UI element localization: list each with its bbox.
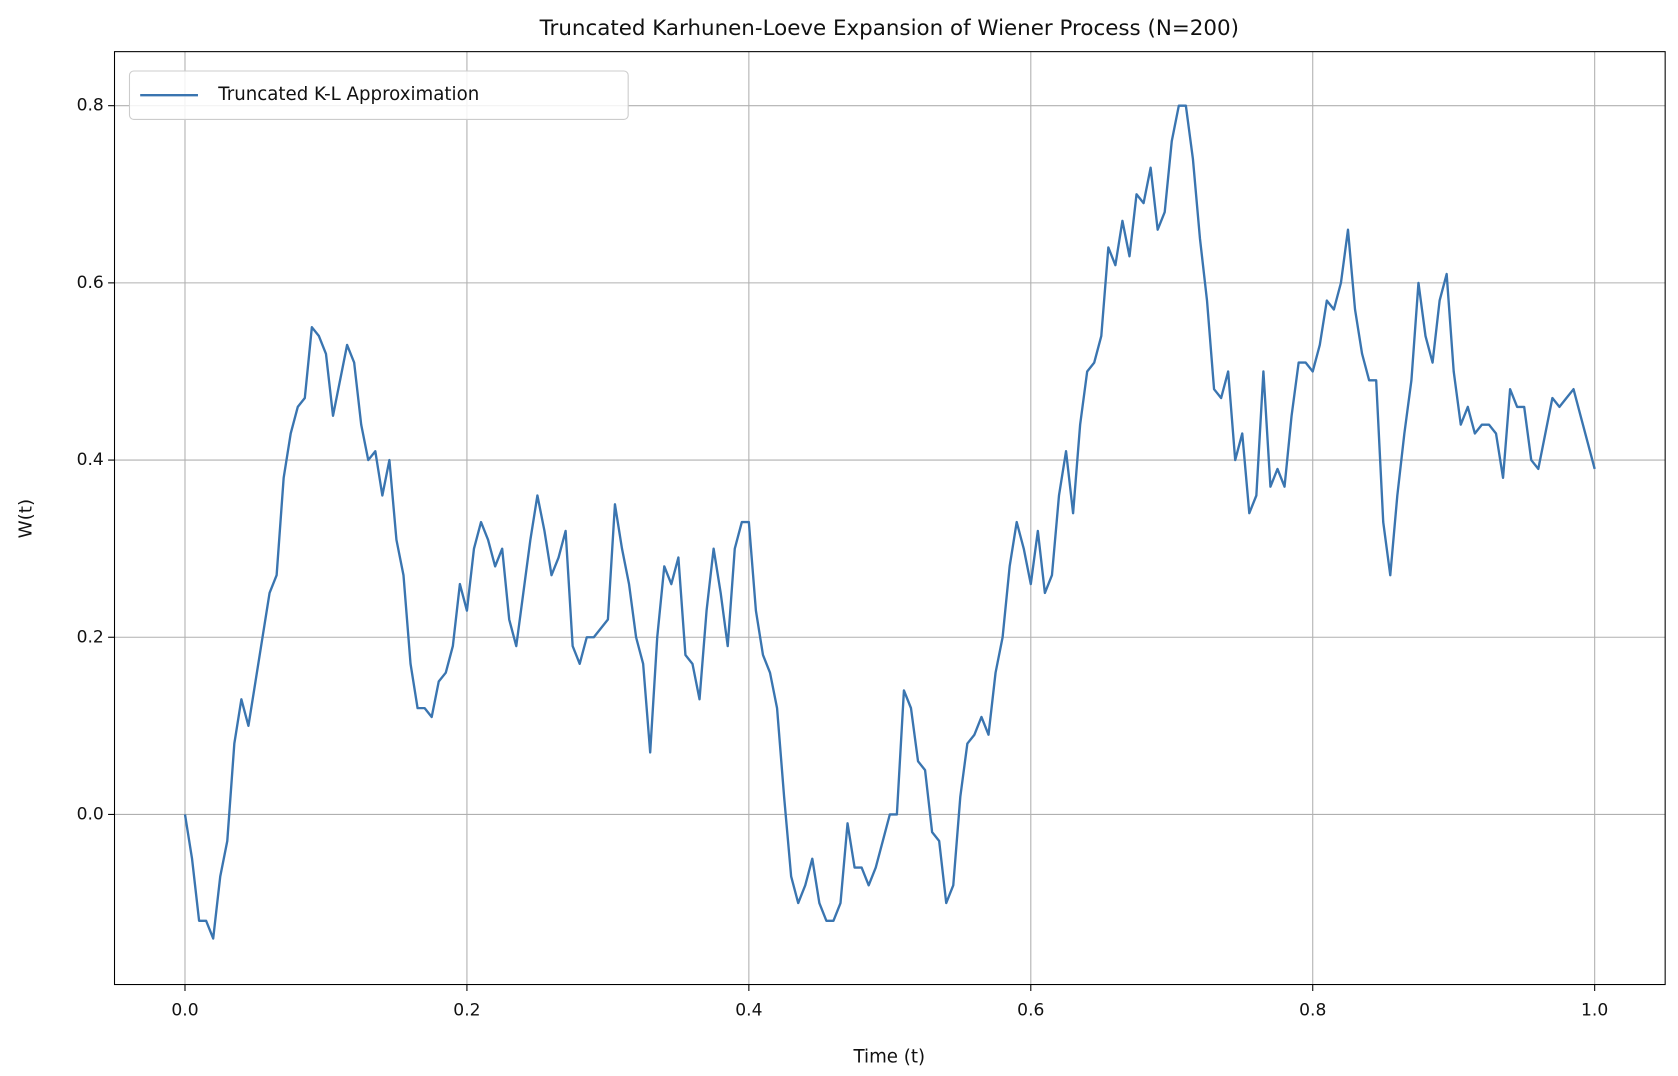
x-tick-label: 0.8 [1299, 1000, 1326, 1020]
y-tick-label: 0.8 [77, 96, 104, 116]
x-tick-label: 0.6 [1017, 1000, 1044, 1020]
legend: Truncated K-L Approximation [128, 70, 629, 120]
y-tick-label: 0.4 [77, 450, 104, 470]
y-axis-label: W(t) [16, 499, 37, 539]
data-line [183, 104, 1596, 940]
x-tick-label: 0.4 [735, 1000, 762, 1020]
y-tick-label: 0.2 [77, 627, 104, 647]
x-tick-label: 0.2 [453, 1000, 480, 1020]
y-tick-label: 0.0 [77, 804, 104, 824]
x-tick-label: 1.0 [1581, 1000, 1608, 1020]
legend-box [128, 70, 629, 120]
axes-frame [113, 51, 1666, 986]
legend-label: Truncated K-L Approximation [217, 84, 479, 105]
x-tick-label: 0.0 [171, 1000, 198, 1020]
plot-area [183, 104, 1596, 940]
y-tick-label: 0.6 [77, 273, 104, 293]
chart-title: Truncated Karhunen-Loeve Expansion of Wi… [539, 16, 1239, 41]
x-axis-label: Time (t) [852, 1047, 925, 1068]
